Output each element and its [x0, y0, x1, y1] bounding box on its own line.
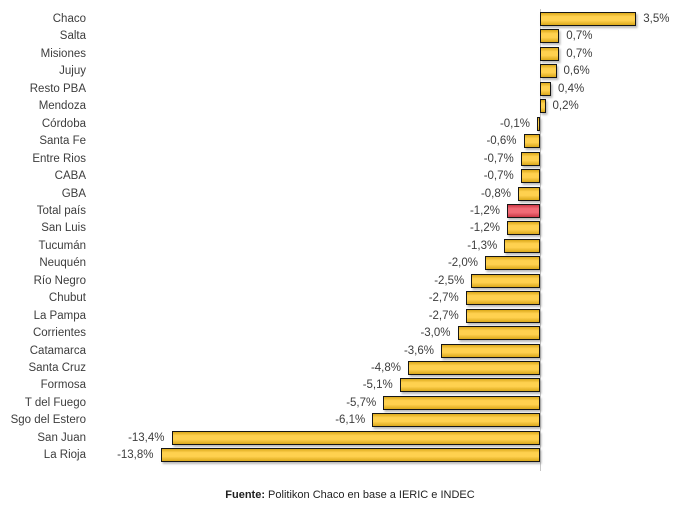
bar: [372, 413, 540, 428]
bar: [471, 273, 540, 288]
value-label: 0,7%: [566, 30, 593, 43]
value-label: -1,2%: [469, 222, 500, 235]
bar: [520, 169, 540, 184]
value-label: -0,6%: [486, 135, 517, 148]
category-label: CABA: [54, 170, 86, 183]
category-label: Neuquén: [39, 257, 86, 270]
value-label: -0,8%: [480, 187, 511, 200]
category-label: Tucumán: [38, 239, 86, 252]
category-label: Sgo del Estero: [10, 414, 86, 427]
bar: [457, 326, 540, 341]
source-note: Fuente: Politikon Chaco en base a IERIC …: [0, 489, 700, 501]
source-label: Fuente:: [225, 489, 265, 501]
bar: [465, 291, 540, 306]
category-label: Corrientes: [32, 327, 86, 340]
bar: [537, 116, 540, 131]
bar: [465, 308, 540, 323]
bar: [441, 343, 540, 358]
bar: [160, 448, 540, 463]
category-label: Santa Fe: [39, 135, 86, 148]
category-label: La Rioja: [43, 449, 86, 462]
category-label: Resto PBA: [29, 82, 86, 95]
value-label: -5,1%: [362, 379, 393, 392]
category-label: Catamarca: [29, 344, 86, 357]
bar: [540, 99, 546, 114]
category-label: Entre Rios: [32, 152, 86, 165]
category-label: Jujuy: [59, 65, 86, 78]
category-label: San Juan: [37, 431, 86, 444]
category-label: Chubut: [48, 292, 86, 305]
bar: [504, 238, 540, 253]
category-label: Santa Cruz: [28, 362, 86, 374]
value-label: -2,5%: [434, 274, 465, 287]
category-label: Salta: [59, 30, 86, 43]
value-label: -2,7%: [428, 309, 459, 322]
category-label: Total país: [36, 204, 86, 217]
bar: [540, 46, 560, 61]
value-label: -0,7%: [483, 170, 514, 183]
category-label: Formosa: [40, 379, 86, 392]
value-label: 3,5%: [643, 13, 670, 25]
bar: [520, 151, 540, 166]
category-label: Chaco: [52, 13, 86, 25]
value-label: 0,7%: [566, 47, 593, 60]
value-label: -5,7%: [346, 396, 377, 409]
value-label: -2,7%: [428, 292, 459, 305]
value-label: -2,0%: [447, 257, 478, 270]
bar: [540, 64, 557, 79]
value-label: -4,8%: [370, 362, 401, 374]
category-label: GBA: [61, 187, 86, 200]
category-label: Misiones: [40, 47, 86, 60]
bar: [171, 430, 540, 445]
category-label: Mendoza: [38, 100, 86, 113]
value-label: 0,2%: [552, 100, 579, 113]
source-text: Politikon Chaco en base a IERIC e INDEC: [265, 489, 475, 501]
zero-axis-line: [540, 9, 541, 471]
value-label: -3,6%: [403, 344, 434, 357]
value-label: 0,4%: [558, 82, 585, 95]
bar: [540, 29, 560, 44]
value-label: -0,7%: [483, 152, 514, 165]
bar: [540, 81, 551, 96]
value-label: -13,8%: [117, 449, 154, 462]
bar: [540, 12, 637, 26]
category-label: T del Fuego: [24, 396, 86, 409]
bar: [383, 395, 540, 410]
category-label: La Pampa: [33, 309, 86, 322]
bar: [485, 256, 540, 271]
bar: [523, 134, 540, 149]
value-label: 0,6%: [563, 65, 590, 78]
bar: [408, 361, 540, 375]
category-label: Río Negro: [33, 274, 86, 287]
value-label: -6,1%: [335, 414, 366, 427]
bar: [399, 378, 540, 393]
value-label: -1,2%: [469, 204, 500, 217]
bar-highlight: [507, 203, 540, 218]
value-label: -3,0%: [420, 327, 451, 340]
bar: [518, 186, 540, 201]
value-label: -0,1%: [499, 117, 530, 130]
value-label: -1,3%: [467, 239, 498, 252]
bar: [507, 221, 540, 236]
category-label: San Luis: [41, 222, 86, 235]
category-label: Córdoba: [41, 117, 86, 130]
value-label: -13,4%: [128, 431, 165, 444]
